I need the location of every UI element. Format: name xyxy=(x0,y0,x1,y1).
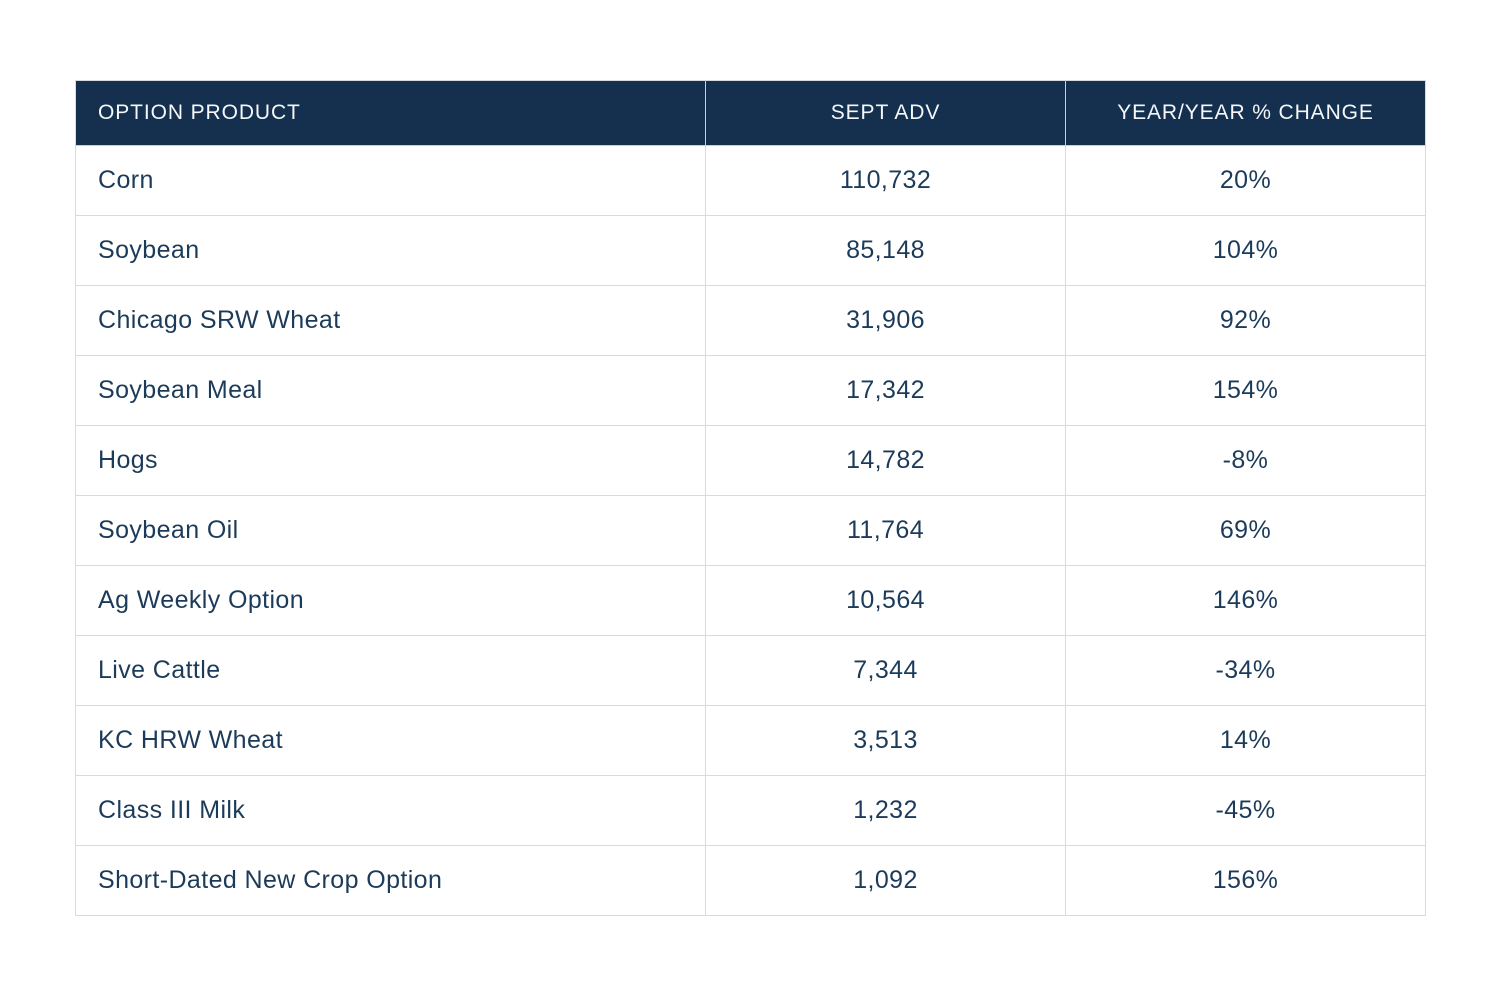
table-row: Corn 110,732 20% xyxy=(75,145,1426,216)
cell-product: Chicago SRW Wheat xyxy=(75,285,706,356)
table-row: Soybean 85,148 104% xyxy=(75,215,1426,286)
table-row: Hogs 14,782 -8% xyxy=(75,425,1426,496)
cell-sept-adv: 31,906 xyxy=(705,285,1066,356)
cell-sept-adv: 110,732 xyxy=(705,145,1066,216)
cell-sept-adv: 11,764 xyxy=(705,495,1066,566)
cell-yoy-change: 156% xyxy=(1065,845,1426,916)
cell-yoy-change: 14% xyxy=(1065,705,1426,776)
cell-product: Live Cattle xyxy=(75,635,706,706)
cell-sept-adv: 1,092 xyxy=(705,845,1066,916)
table-header: OPTION PRODUCT SEPT ADV YEAR/YEAR % CHAN… xyxy=(75,80,1426,146)
cell-yoy-change: -45% xyxy=(1065,775,1426,846)
table-row: Chicago SRW Wheat 31,906 92% xyxy=(75,285,1426,356)
table-row: Short-Dated New Crop Option 1,092 156% xyxy=(75,845,1426,916)
cell-product: Soybean xyxy=(75,215,706,286)
cell-yoy-change: -34% xyxy=(1065,635,1426,706)
table-row: Soybean Meal 17,342 154% xyxy=(75,355,1426,426)
column-header-option-product: OPTION PRODUCT xyxy=(75,80,706,146)
cell-yoy-change: 104% xyxy=(1065,215,1426,286)
cell-sept-adv: 1,232 xyxy=(705,775,1066,846)
options-adv-table-container: OPTION PRODUCT SEPT ADV YEAR/YEAR % CHAN… xyxy=(75,80,1426,916)
table-row: Live Cattle 7,344 -34% xyxy=(75,635,1426,706)
cell-yoy-change: 154% xyxy=(1065,355,1426,426)
table-body: Corn 110,732 20% Soybean 85,148 104% Chi… xyxy=(75,145,1426,916)
cell-sept-adv: 17,342 xyxy=(705,355,1066,426)
cell-product: Soybean Oil xyxy=(75,495,706,566)
cell-yoy-change: 20% xyxy=(1065,145,1426,216)
cell-product: Corn xyxy=(75,145,706,216)
table-row: Soybean Oil 11,764 69% xyxy=(75,495,1426,566)
cell-product: Ag Weekly Option xyxy=(75,565,706,636)
cell-yoy-change: -8% xyxy=(1065,425,1426,496)
header-row: OPTION PRODUCT SEPT ADV YEAR/YEAR % CHAN… xyxy=(75,80,1426,146)
cell-yoy-change: 92% xyxy=(1065,285,1426,356)
cell-sept-adv: 85,148 xyxy=(705,215,1066,286)
cell-sept-adv: 14,782 xyxy=(705,425,1066,496)
cell-sept-adv: 7,344 xyxy=(705,635,1066,706)
cell-yoy-change: 146% xyxy=(1065,565,1426,636)
cell-product: Short-Dated New Crop Option xyxy=(75,845,706,916)
cell-product: Soybean Meal xyxy=(75,355,706,426)
cell-product: Class III Milk xyxy=(75,775,706,846)
column-header-yoy-change: YEAR/YEAR % CHANGE xyxy=(1065,80,1426,146)
cell-sept-adv: 3,513 xyxy=(705,705,1066,776)
cell-product: Hogs xyxy=(75,425,706,496)
table-row: KC HRW Wheat 3,513 14% xyxy=(75,705,1426,776)
table-row: Ag Weekly Option 10,564 146% xyxy=(75,565,1426,636)
table-row: Class III Milk 1,232 -45% xyxy=(75,775,1426,846)
cell-product: KC HRW Wheat xyxy=(75,705,706,776)
options-adv-table: OPTION PRODUCT SEPT ADV YEAR/YEAR % CHAN… xyxy=(75,80,1426,916)
cell-sept-adv: 10,564 xyxy=(705,565,1066,636)
column-header-sept-adv: SEPT ADV xyxy=(705,80,1066,146)
cell-yoy-change: 69% xyxy=(1065,495,1426,566)
